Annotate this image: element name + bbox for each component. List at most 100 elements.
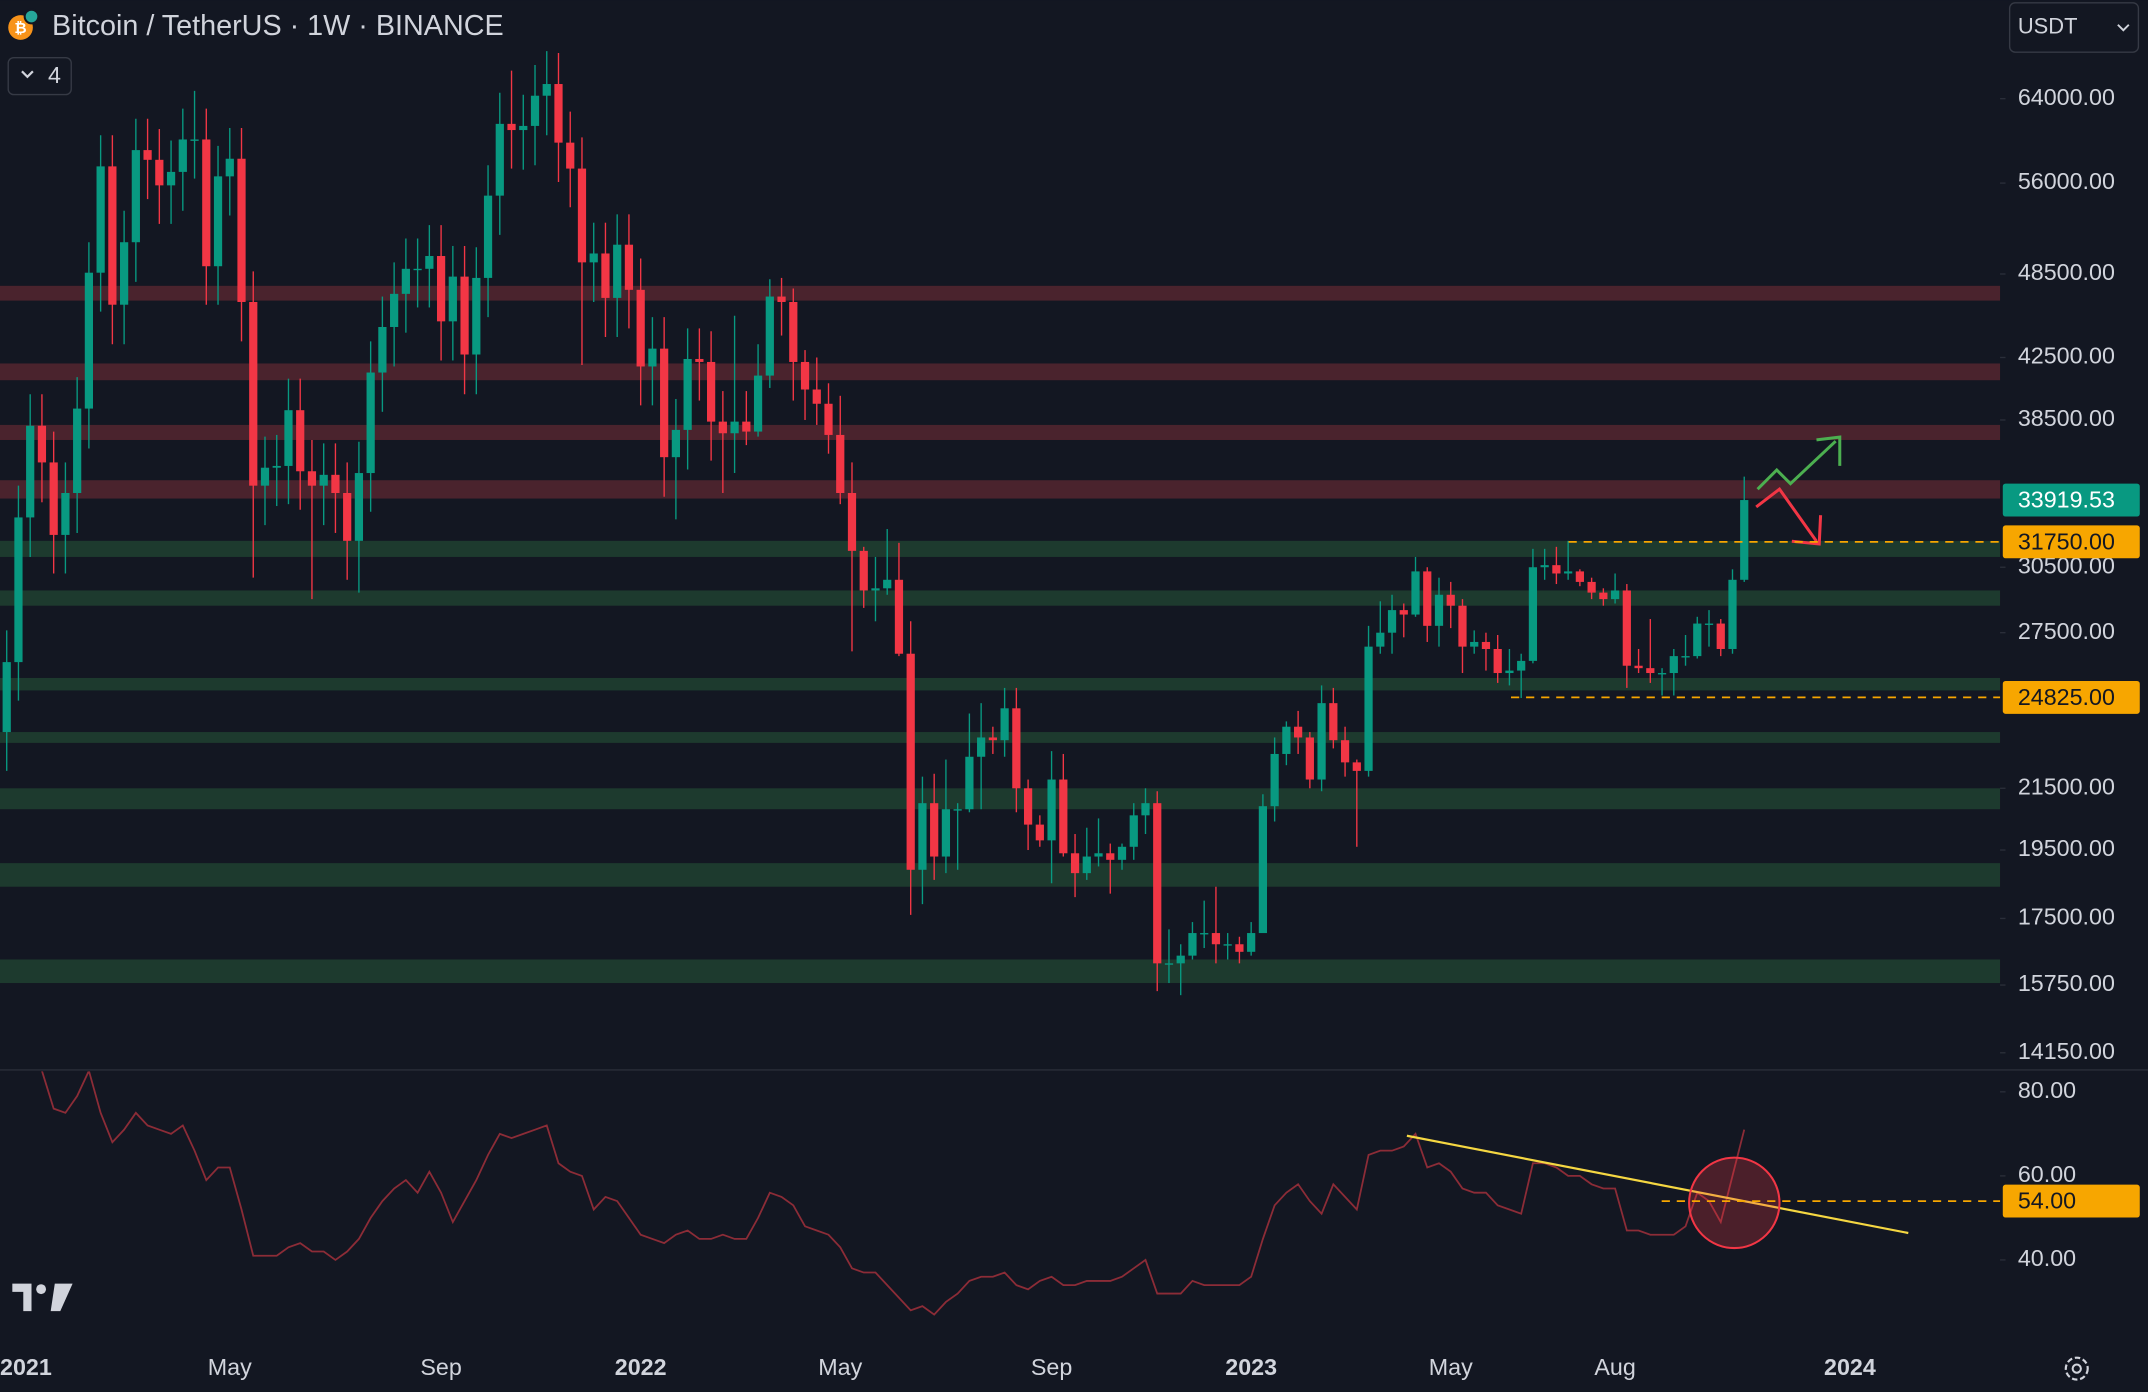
annotations bbox=[1406, 435, 1909, 1250]
candle-body bbox=[941, 809, 951, 857]
y-tick-label: 40.00 bbox=[2018, 1245, 2076, 1271]
candle-body bbox=[636, 289, 645, 367]
candle-body bbox=[120, 242, 129, 305]
x-tick-label: 2022 bbox=[615, 1354, 667, 1380]
last-price-box bbox=[2002, 483, 2140, 517]
y-tick-label: 19500.00 bbox=[2018, 835, 2115, 861]
y-tick-label: 60.00 bbox=[2018, 1161, 2076, 1187]
candle-body bbox=[1575, 571, 1584, 582]
usdt-icon bbox=[23, 8, 40, 25]
currency-label: USDT bbox=[2018, 13, 2078, 38]
candle-body bbox=[953, 809, 962, 811]
candle-body bbox=[1340, 740, 1350, 763]
sr-zone bbox=[0, 863, 2001, 887]
indicator-toggle[interactable] bbox=[7, 56, 72, 96]
y-tick-label: 15750.00 bbox=[2018, 970, 2115, 996]
candle-body bbox=[37, 425, 47, 463]
candle-body bbox=[378, 326, 387, 373]
candle-body bbox=[1176, 955, 1185, 964]
gear[interactable] bbox=[2064, 1356, 2089, 1381]
candle-body bbox=[1000, 708, 1009, 741]
candle-body bbox=[718, 421, 727, 434]
candle-body bbox=[1411, 571, 1420, 615]
candle-body bbox=[1693, 623, 1702, 657]
candle-body bbox=[613, 244, 622, 298]
candle-body bbox=[836, 434, 845, 494]
candle-body bbox=[1035, 824, 1044, 841]
candle-body bbox=[1610, 590, 1620, 600]
candle-body bbox=[483, 195, 493, 278]
candle-body bbox=[1564, 571, 1573, 574]
candle-body bbox=[742, 421, 751, 432]
candle-body bbox=[707, 361, 716, 422]
candle-body bbox=[1434, 594, 1444, 626]
candle-body bbox=[73, 408, 82, 494]
candle-body bbox=[1129, 815, 1138, 847]
logo-part bbox=[36, 1284, 47, 1295]
candle-body bbox=[1352, 762, 1361, 771]
sr-zone bbox=[0, 590, 2001, 606]
candle-body bbox=[272, 465, 281, 468]
candle-body bbox=[1223, 944, 1232, 946]
candle-body bbox=[1188, 933, 1197, 956]
candle-body bbox=[425, 256, 434, 269]
candle-body bbox=[401, 268, 410, 294]
candle-body bbox=[190, 139, 199, 141]
candle-body bbox=[155, 159, 164, 186]
candle-body bbox=[765, 296, 774, 376]
candle-body bbox=[906, 653, 915, 870]
candle-body bbox=[178, 139, 187, 172]
sr-zone bbox=[0, 424, 2001, 440]
candle-body bbox=[1646, 668, 1655, 674]
candle-body bbox=[566, 142, 575, 169]
candle-body bbox=[1317, 703, 1326, 780]
x-tick-label: May bbox=[1429, 1354, 1473, 1380]
rsi-level-tag: 54.00 bbox=[2018, 1188, 2076, 1214]
candle-body bbox=[730, 421, 739, 434]
candle-body bbox=[1704, 623, 1714, 625]
y-tick-label: 64000.00 bbox=[2018, 84, 2115, 110]
candle-body bbox=[824, 403, 833, 435]
candle-body bbox=[1258, 806, 1268, 934]
candle-body bbox=[354, 473, 364, 541]
currency-button[interactable] bbox=[2008, 2, 2140, 53]
candle-body bbox=[1106, 853, 1115, 860]
bull-arrowhead bbox=[1816, 435, 1842, 466]
y-tick-label: 38500.00 bbox=[2018, 405, 2115, 431]
x-tick-label: 2021 bbox=[0, 1354, 52, 1380]
candle-body bbox=[1481, 641, 1491, 649]
price-level-tag-box bbox=[2002, 680, 2140, 714]
candle-body bbox=[519, 125, 528, 131]
sr-zone bbox=[0, 540, 2001, 557]
candle-body bbox=[319, 474, 328, 486]
candle-body bbox=[1282, 726, 1291, 754]
x-tick-label: 2023 bbox=[1225, 1354, 1277, 1380]
candle-body bbox=[671, 429, 681, 458]
settings-icon[interactable] bbox=[2064, 1356, 2089, 1381]
candle-body bbox=[108, 166, 117, 305]
candle-body bbox=[1247, 933, 1256, 952]
symbol-title: Bitcoin / TetherUS · 1W · BINANCE bbox=[52, 10, 504, 42]
candle-body bbox=[988, 737, 997, 741]
candle-body bbox=[777, 296, 786, 302]
candle-body bbox=[390, 293, 399, 327]
candle-body bbox=[343, 493, 352, 541]
sr-zone bbox=[0, 363, 2001, 381]
candle-body bbox=[472, 277, 481, 355]
candle-body bbox=[589, 253, 598, 263]
candle-body bbox=[883, 579, 892, 589]
candle-body bbox=[847, 493, 857, 551]
y-tick-label: 48500.00 bbox=[2018, 259, 2115, 285]
sr-zone bbox=[0, 285, 2001, 301]
candle-body bbox=[1376, 632, 1385, 647]
candle-body bbox=[624, 244, 634, 290]
candle-body bbox=[871, 588, 880, 591]
y-tick-label: 56000.00 bbox=[2018, 168, 2115, 194]
candle-body bbox=[1470, 641, 1479, 647]
candle-body bbox=[507, 123, 516, 131]
sr-zone bbox=[0, 480, 2001, 499]
candle-body bbox=[495, 123, 504, 196]
candle-body bbox=[1669, 656, 1678, 674]
candle-body bbox=[460, 276, 469, 355]
